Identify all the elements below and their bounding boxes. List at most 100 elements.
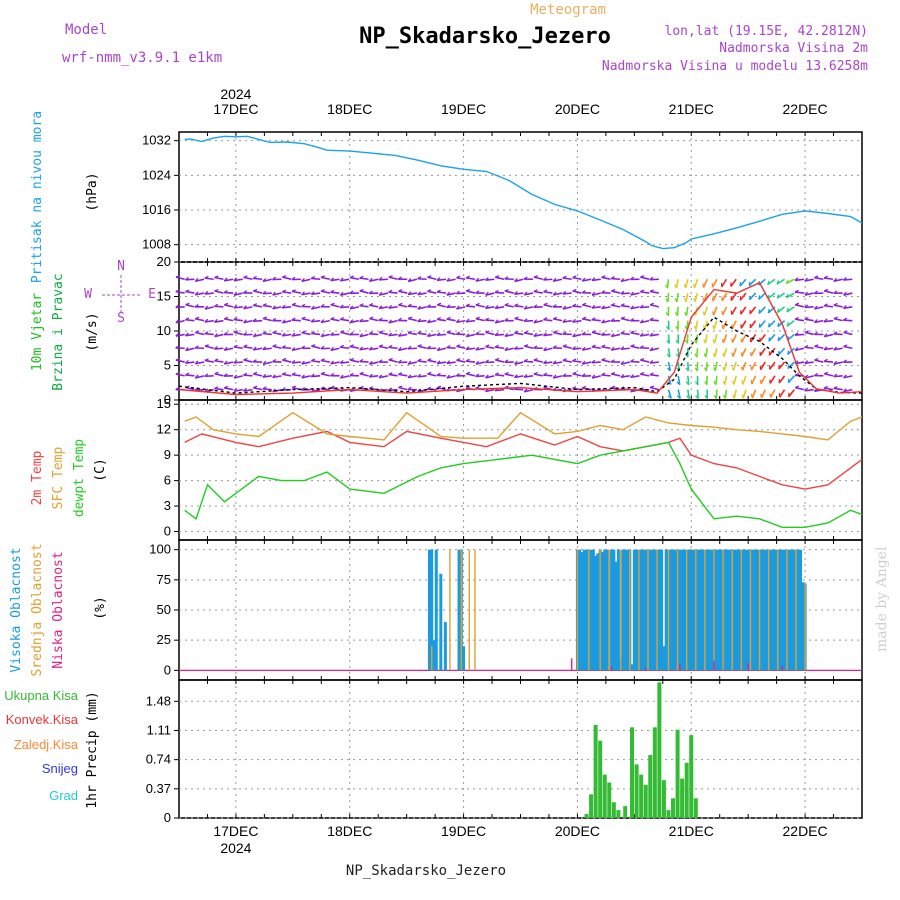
wind-arrow-head xyxy=(456,358,461,361)
wind-legend-e: E xyxy=(148,287,156,302)
wind-arrow xyxy=(369,361,379,365)
wind-arrow-head xyxy=(397,346,402,351)
footer: NP_Skadarsko_Jezero made by Angel xyxy=(346,546,890,879)
wind-arrow xyxy=(291,333,301,337)
wind-arrow xyxy=(740,306,747,315)
wind-arrow xyxy=(465,347,476,351)
temp-2m-label: 2m Temp xyxy=(30,450,45,505)
wind-arrow xyxy=(804,375,814,379)
wind-arrow-head xyxy=(455,373,460,377)
high-cloud-bar xyxy=(762,549,766,671)
wind-arrow xyxy=(243,374,253,377)
wind-arrow xyxy=(485,278,495,281)
wind-arrow xyxy=(262,317,272,322)
wind-arrow xyxy=(620,332,630,336)
wind-arrow-head xyxy=(339,291,344,296)
wind-arrow xyxy=(804,388,814,392)
wind-arrow-head xyxy=(339,374,344,379)
wind-arrow xyxy=(466,372,476,377)
panel-precip: 0 0.37 0.74 1.11 1.48 xyxy=(146,679,863,825)
wind-arrow xyxy=(311,292,321,296)
x-bottom-day-label: 19DEC xyxy=(441,823,486,839)
wind-arrow-head xyxy=(833,373,838,378)
wind-arrow-head xyxy=(475,290,480,294)
wind-arrow xyxy=(427,359,437,363)
header: NP_Skadarsko_Jezero Meteogram Model wrf-… xyxy=(62,2,868,74)
wind-arrow-head xyxy=(388,319,392,324)
wind-arrow xyxy=(262,361,272,366)
wind-arrow-head xyxy=(843,291,847,296)
wind-arrow-head xyxy=(175,319,180,324)
wind-arrow xyxy=(786,306,795,313)
wind-arrow xyxy=(814,319,824,324)
wind-arrow-head xyxy=(495,357,500,361)
wind-arrow xyxy=(427,276,437,281)
wind-arrow-head xyxy=(378,317,383,321)
wind-arrow xyxy=(620,317,630,322)
x-top-day-label: 20DEC xyxy=(555,101,600,117)
wind-arrow xyxy=(543,278,553,281)
wind-arrow xyxy=(694,292,699,302)
wind-arrow xyxy=(814,306,824,310)
wind-arrow-head xyxy=(446,277,451,282)
wind-arrow-head xyxy=(407,316,413,320)
precip-bar xyxy=(657,682,662,818)
wind-arrow xyxy=(340,346,350,350)
wind-arrow xyxy=(446,278,456,282)
wind-arrow xyxy=(582,304,592,308)
wind-arrow xyxy=(446,375,456,379)
wind-arrow-head xyxy=(349,319,354,323)
wind-arrow-head xyxy=(465,318,470,323)
wind-arrow-head xyxy=(262,303,267,307)
wind-arrow xyxy=(630,306,640,310)
wind-arrow xyxy=(253,333,263,338)
wind-arrow-head xyxy=(378,359,383,363)
wind-arrow-head xyxy=(494,344,499,348)
wind-arrow xyxy=(524,388,534,393)
wind-arrow-head xyxy=(674,284,678,289)
y-tick-label: 0 xyxy=(164,662,171,677)
wind-arrow-head xyxy=(398,302,403,306)
wind-arrow xyxy=(369,278,379,283)
high-cloud-bar xyxy=(671,549,675,671)
wind-arrow-head xyxy=(543,289,548,293)
wind-arrow xyxy=(485,375,495,379)
wind-arrow xyxy=(787,347,795,355)
high-cloud-bar xyxy=(723,549,727,671)
wind-arrow-head xyxy=(794,316,799,320)
wind-arrow-head xyxy=(620,277,625,282)
wind-arrow-head xyxy=(185,302,190,306)
wind-arrow-head xyxy=(456,344,461,347)
wind-arrow xyxy=(514,361,524,365)
wind-arrow xyxy=(185,361,195,365)
wind-arrow xyxy=(417,319,427,323)
wind-arrow-head xyxy=(456,275,461,279)
wind-arrow xyxy=(253,290,263,294)
panel-clouds: 0 25 50 75 100 xyxy=(149,539,863,681)
wind-arrow-head xyxy=(388,344,393,348)
high-cloud-bar xyxy=(443,622,447,671)
wind-arrow-head xyxy=(649,289,654,293)
wind-arrow-head xyxy=(456,305,460,310)
wind-arrow xyxy=(721,292,728,302)
wind-arrow xyxy=(417,360,427,363)
wind-arrow-head xyxy=(349,305,354,310)
wind-arrow-head xyxy=(243,357,248,361)
wind-arrow xyxy=(446,318,456,322)
wind-arrow xyxy=(787,361,795,370)
wind-arrow xyxy=(485,292,495,296)
wind-arrow xyxy=(514,305,524,308)
wind-arrow-head xyxy=(252,275,257,279)
wind-arrow xyxy=(398,347,408,352)
wind-arrow-head xyxy=(407,330,412,334)
y-tick-label: 75 xyxy=(157,572,171,587)
wind-arrow xyxy=(533,290,543,294)
wind-arrow xyxy=(243,388,253,392)
wind-arrow-head xyxy=(693,325,697,330)
high-cloud-bar xyxy=(462,646,466,671)
precip-bar xyxy=(671,798,676,818)
wind-arrow-head xyxy=(398,289,403,292)
wind-arrow-head xyxy=(683,283,687,289)
wind-arrow xyxy=(524,332,534,336)
wind-arrow xyxy=(572,360,582,363)
